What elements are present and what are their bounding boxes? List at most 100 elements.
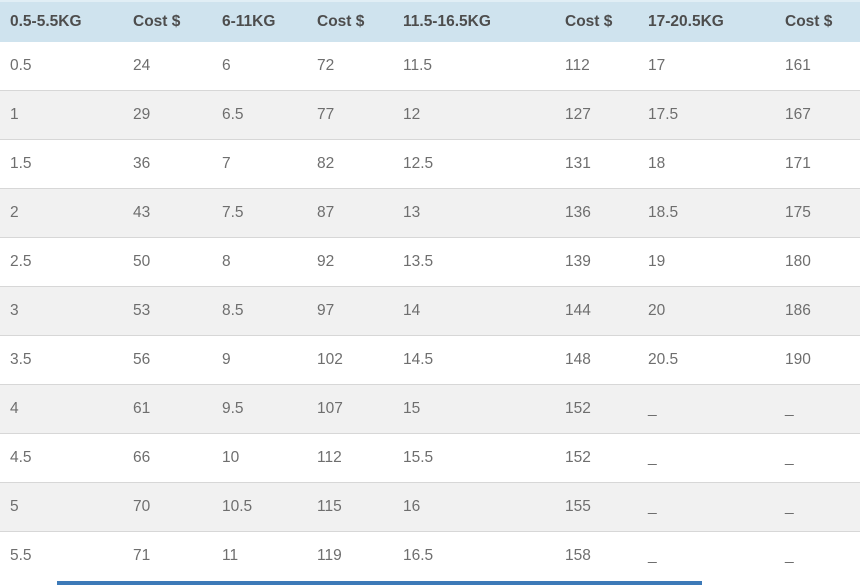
table-cell: 92 [307, 237, 393, 287]
table-row: 4 61 9.5 107 15 152 _ _ [0, 384, 860, 434]
table-cell: 16 [393, 482, 555, 532]
table-cell: 5.5 [10, 547, 32, 564]
table-cell: _ [785, 547, 794, 564]
table-cell: 56 [123, 335, 212, 385]
table-row: 5 70 10.5 115 16 155 _ _ [0, 482, 860, 532]
table-row: 4.5 66 10 112 15.5 152 _ _ [0, 433, 860, 483]
table-row: 3.5 56 9 102 14.5 148 20.5 190 [0, 335, 860, 385]
column-header: 17-20.5KG [638, 0, 775, 42]
table-cell: 7.5 [212, 188, 307, 238]
table-cell: 19 [638, 237, 775, 287]
table-cell: 20.5 [638, 335, 775, 385]
table-cell: 171 [775, 139, 860, 189]
table-cell: 175 [775, 188, 860, 238]
table-cell: 72 [307, 42, 393, 91]
column-header: 11.5-16.5KG [393, 0, 555, 42]
table-cell: 155 [555, 482, 638, 532]
table-cell: 16.5 [403, 547, 434, 564]
table-cell: 11.5 [393, 42, 555, 91]
table-cell: 6.5 [212, 90, 307, 140]
table-row: 0.5 24 6 72 11.5 112 17 161 [0, 42, 860, 91]
table-cell: 167 [775, 90, 860, 140]
table-cell: 15 [393, 384, 555, 434]
table-cell: 14.5 [393, 335, 555, 385]
table-cell: 180 [775, 237, 860, 287]
table-cell: 186 [775, 286, 860, 336]
table-cell: 161 [775, 42, 860, 91]
table-cell: 4 [0, 384, 123, 434]
table-cell: 112 [555, 42, 638, 91]
table-row: 2 43 7.5 87 13 136 18.5 175 [0, 188, 860, 238]
table-cell: 12.5 [393, 139, 555, 189]
table-cell: 29 [123, 90, 212, 140]
table-cell: 102 [307, 335, 393, 385]
table-header-row: 0.5-5.5KG Cost $6-11KG Cost $11.5-16.5KG Co… [0, 0, 860, 42]
table-cell: 190 [775, 335, 860, 385]
table-cell: 152 [555, 384, 638, 434]
table-cell: 13 [393, 188, 555, 238]
table-cell: 82 [307, 139, 393, 189]
table-cell: _ [638, 433, 775, 483]
table-cell: 144 [555, 286, 638, 336]
table-cell: 7 [212, 139, 307, 189]
table-cell: 3 [0, 286, 123, 336]
table-row: 1 29 6.5 77 12 127 17.5 167 [0, 90, 860, 140]
table-row: 3 53 8.5 97 14 144 20 186 [0, 286, 860, 336]
table-cell: 4.5 [0, 433, 123, 483]
table-cell: 112 [307, 433, 393, 483]
table-cell: 119 [317, 547, 342, 564]
table-cell: _ [775, 384, 860, 434]
table-cell: 53 [123, 286, 212, 336]
table-cell: 70 [123, 482, 212, 532]
table-cell: _ [638, 384, 775, 434]
table-header: 0.5-5.5KG Cost $6-11KG Cost $11.5-16.5KG Co… [0, 0, 860, 42]
table-cell: 8 [212, 237, 307, 287]
table-cell: 71 [133, 547, 151, 564]
table-cell: 50 [123, 237, 212, 287]
table-cell: 1.5 [0, 139, 123, 189]
table-cell: 158 [565, 547, 591, 564]
table-cell: _ [648, 547, 657, 564]
column-header: 6-11KG [212, 0, 307, 42]
table-cell: 61 [123, 384, 212, 434]
table-body: 0.5 24 6 72 11.5 112 17 161 1 29 6.5 77 12 127 17.5 167… [0, 42, 860, 580]
table-cell: 43 [123, 188, 212, 238]
table-cell: 15.5 [393, 433, 555, 483]
table-cell: 2 [0, 188, 123, 238]
table-cell: 8.5 [212, 286, 307, 336]
table-row: 2.5 50 8 92 13.5 139 19 180 [0, 237, 860, 287]
table-cell: 12 [393, 90, 555, 140]
table-cell: _ [775, 482, 860, 532]
table-row: 1.5 36 7 82 12.5 131 18 171 [0, 139, 860, 189]
table-cell: 66 [123, 433, 212, 483]
table-cell: 9 [212, 335, 307, 385]
table-cell: 36 [123, 139, 212, 189]
table-cell: 87 [307, 188, 393, 238]
table-cell: 24 [123, 42, 212, 91]
table-cell: 6 [212, 42, 307, 91]
table-cell: 136 [555, 188, 638, 238]
table-cell: 148 [555, 335, 638, 385]
table-cell: 107 [307, 384, 393, 434]
table-cell: 77 [307, 90, 393, 140]
table-cell: 9.5 [212, 384, 307, 434]
column-header: Cost $ [555, 0, 638, 42]
table-cell: 3.5 [0, 335, 123, 385]
table-cell: 17 [638, 42, 775, 91]
table-cell: _ [775, 433, 860, 483]
table-cell: 13.5 [393, 237, 555, 287]
table-cell: 131 [555, 139, 638, 189]
table-cell: 20 [638, 286, 775, 336]
partial-blue-bar [57, 581, 702, 585]
table-cell: 2.5 [0, 237, 123, 287]
table-cell: 11 [222, 547, 239, 564]
column-header: Cost $ [123, 0, 212, 42]
table-cell: _ [638, 482, 775, 532]
table-cell: 18 [638, 139, 775, 189]
column-header: Cost $ [775, 0, 860, 42]
table-cell: 97 [307, 286, 393, 336]
table-cell: 17.5 [638, 90, 775, 140]
table-cell: 14 [393, 286, 555, 336]
